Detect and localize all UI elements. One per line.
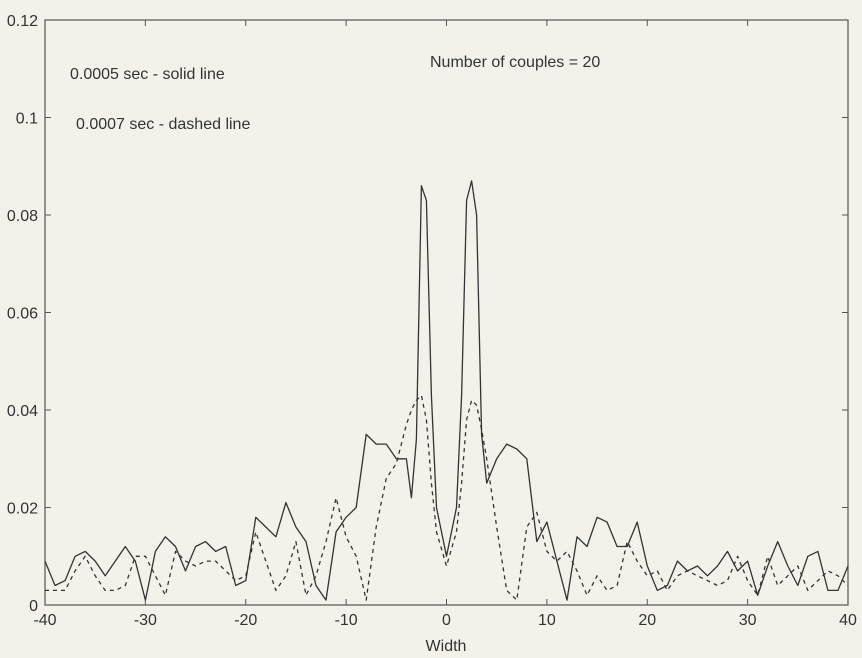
series-layer — [44, 180, 849, 601]
y-tick-label: 0.08 — [7, 208, 38, 225]
y-tick-label: 0.02 — [7, 501, 38, 518]
y-tick-label: 0.12 — [7, 13, 38, 30]
x-axis-title: Width — [426, 638, 467, 655]
x-tick-label: -20 — [234, 612, 257, 629]
x-tick-label: 40 — [839, 612, 857, 629]
x-tick-label: -30 — [134, 612, 157, 629]
plot-frame — [44, 19, 849, 606]
x-tick-label: 0 — [442, 612, 451, 629]
annotation-dashed-legend: 0.0007 sec - dashed line — [76, 116, 250, 133]
y-tick-label: 0.1 — [16, 111, 38, 128]
annotation-solid-legend: 0.0005 sec - solid line — [70, 66, 225, 83]
x-tick-label: 30 — [739, 612, 757, 629]
series-line-dashed — [45, 394, 849, 601]
x-tick-label: 20 — [638, 612, 656, 629]
annotation-couples: Number of couples = 20 — [430, 54, 600, 71]
y-tick-label: 0.06 — [7, 306, 38, 323]
axis-ticks: -40 -30 -20 -10 0 10 20 30 40 0 0.02 0.04 0.06 0.08 0.… — [7, 13, 857, 629]
series-line-solid — [44, 180, 849, 601]
x-tick-label: 10 — [538, 612, 556, 629]
x-tick-label: -40 — [33, 612, 56, 629]
y-tick-label: 0 — [29, 598, 38, 615]
y-tick-label: 0.04 — [7, 403, 38, 420]
x-tick-label: -10 — [335, 612, 358, 629]
